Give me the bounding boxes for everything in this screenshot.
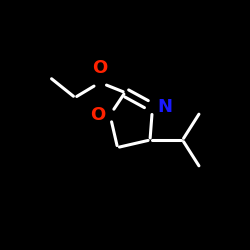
Text: N: N <box>158 98 172 116</box>
Text: O: O <box>92 60 108 78</box>
Text: O: O <box>90 106 105 124</box>
